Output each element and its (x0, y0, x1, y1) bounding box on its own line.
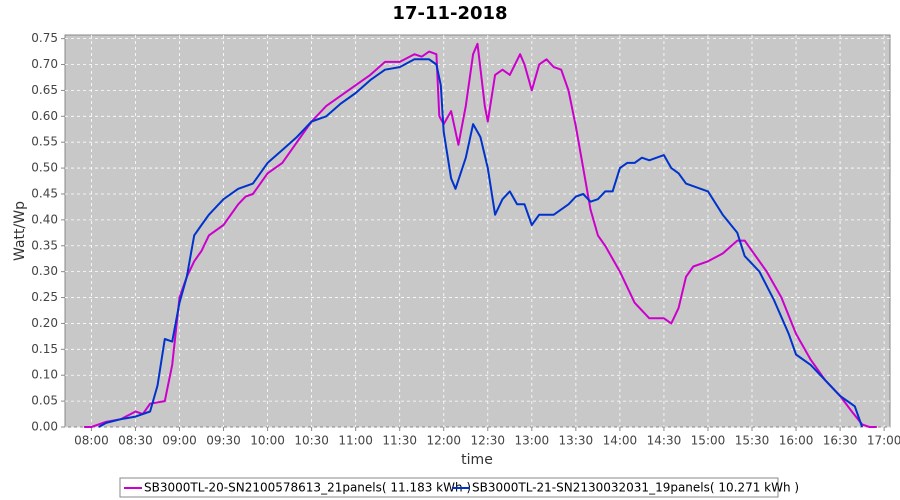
y-tick-label: 0.60 (31, 109, 58, 123)
series-line (98, 58, 864, 428)
x-tick-label: 08:30 (118, 434, 153, 448)
y-tick-label: 0.65 (31, 83, 58, 97)
x-tick-label: 15:30 (735, 434, 770, 448)
y-tick-label: 0.40 (31, 212, 58, 226)
y-tick-label: 0.05 (31, 394, 58, 408)
y-tick-label: 0.55 (31, 135, 58, 149)
x-tick-label: 12:30 (470, 434, 505, 448)
series-line (84, 42, 877, 428)
x-tick-label: 16:30 (823, 434, 858, 448)
x-tick-label: 09:00 (162, 434, 197, 448)
x-tick-label: 13:30 (559, 434, 594, 448)
y-tick-label: 0.15 (31, 342, 58, 356)
chart-title: 17-11-2018 (392, 3, 507, 24)
y-tick-label: 0.75 (31, 31, 58, 45)
x-tick-label: 13:00 (515, 434, 550, 448)
y-tick-label: 0.00 (31, 420, 58, 434)
x-tick-label: 08:00 (74, 434, 109, 448)
legend-label: SB3000TL-20-SN2100578613_21panels( 11.18… (144, 481, 471, 495)
y-tick-label: 0.25 (31, 290, 58, 304)
x-tick-label: 11:30 (382, 434, 417, 448)
x-tick-label: 09:30 (206, 434, 241, 448)
x-tick-label: 15:00 (691, 434, 726, 448)
legend-label: SB3000TL-21-SN2130032031_19panels( 10.27… (472, 481, 799, 495)
x-tick-label: 12:00 (426, 434, 461, 448)
plot-area (64, 34, 891, 428)
x-tick-label: 10:30 (294, 434, 329, 448)
y-axis-label: Watt/Wp (12, 201, 28, 261)
y-tick-label: 0.70 (31, 57, 58, 71)
x-tick-label: 14:30 (647, 434, 682, 448)
x-axis-label: time (461, 452, 493, 468)
y-tick-label: 0.35 (31, 238, 58, 252)
x-tick-label: 11:00 (338, 434, 373, 448)
y-tick-label: 0.30 (31, 264, 58, 278)
x-tick-label: 16:00 (779, 434, 814, 448)
y-tick-label: 0.45 (31, 186, 58, 200)
y-tick-label: 0.50 (31, 161, 58, 175)
legend (119, 477, 779, 498)
x-tick-label: 10:00 (250, 434, 285, 448)
y-tick-label: 0.20 (31, 316, 58, 330)
x-tick-label: 14:00 (603, 434, 638, 448)
y-tick-label: 0.10 (31, 368, 58, 382)
x-tick-label: 17:00 (867, 434, 900, 448)
